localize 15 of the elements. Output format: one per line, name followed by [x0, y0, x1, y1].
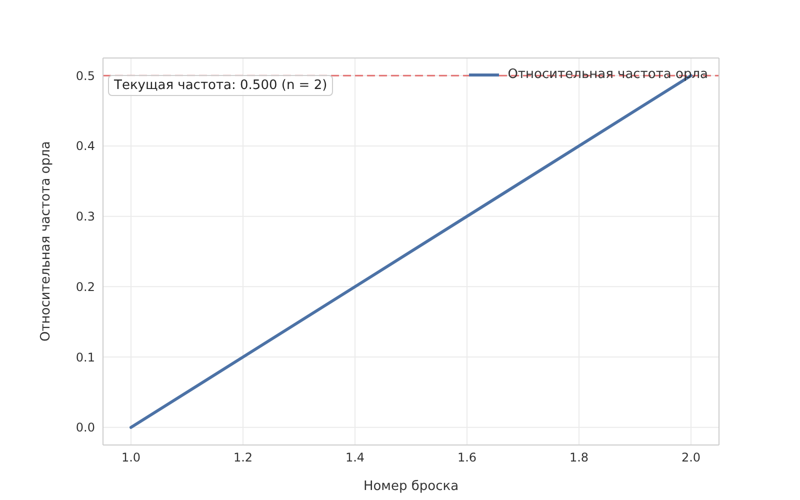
y-tick-label: 0.4 [76, 139, 95, 154]
y-tick-label: 0.2 [76, 280, 95, 294]
y-tick-label: 0.3 [76, 210, 95, 224]
x-tick-label: 1.8 [569, 450, 589, 465]
x-axis-title: Номер броска [363, 479, 459, 494]
x-tick-label: 1.6 [457, 450, 477, 465]
annotation: Текущая частота: 0.500 (n = 2) [108, 75, 334, 96]
y-tick-label: 0.5 [76, 68, 95, 83]
x-tick-label: 1.0 [121, 450, 141, 465]
y-tick-label: 0.0 [76, 420, 95, 435]
x-tick-label: 2.0 [681, 450, 701, 465]
x-tick-label: 1.4 [345, 450, 365, 465]
y-axis-title: Относительная частота орла [38, 141, 54, 342]
y-tick-label: 0.1 [76, 350, 95, 364]
x-tick-label: 1.2 [233, 450, 253, 465]
